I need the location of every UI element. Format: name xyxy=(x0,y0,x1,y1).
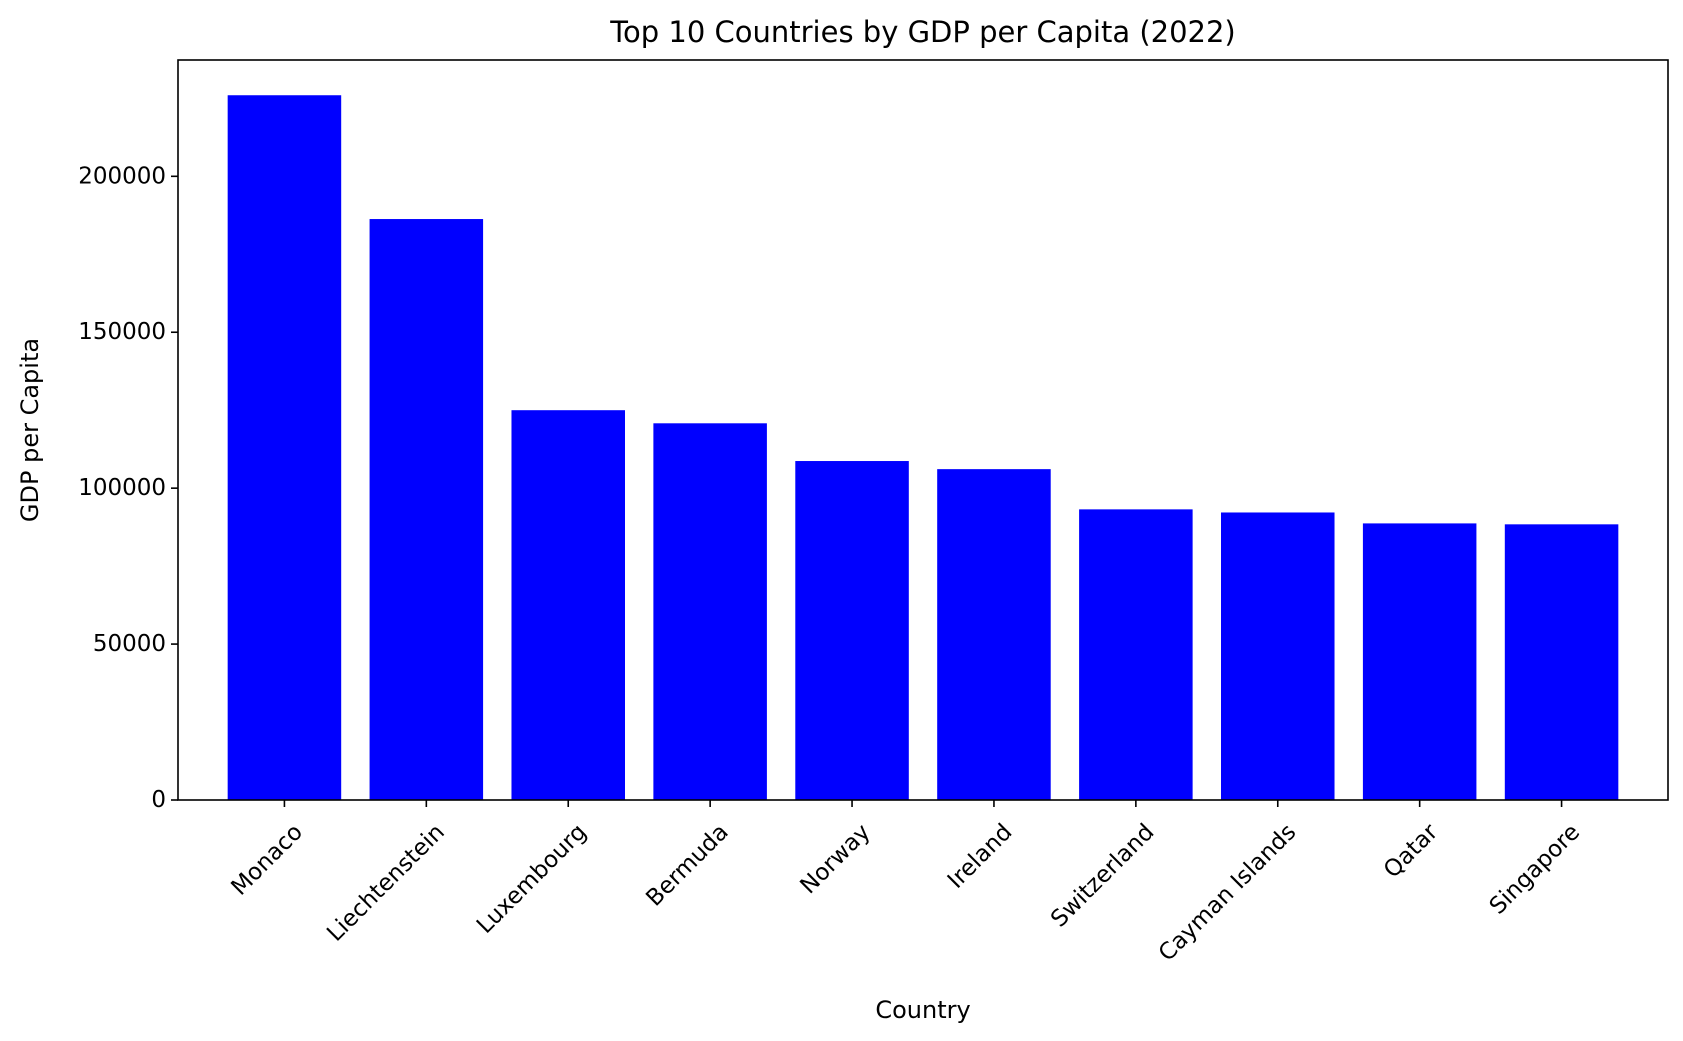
bar-monaco xyxy=(227,95,342,801)
x-tick-label: Singapore xyxy=(1485,819,1585,919)
bar-cayman-islands xyxy=(1221,512,1335,800)
x-tick-label: Cayman Islands xyxy=(1154,819,1301,966)
bar-bermuda xyxy=(653,423,767,800)
x-tick-label: Bermuda xyxy=(641,819,733,911)
x-tick-label: Monaco xyxy=(226,819,308,901)
y-tick-label: 150000 xyxy=(78,319,166,345)
x-tick-label: Luxembourg xyxy=(472,819,592,939)
y-tick-label: 100000 xyxy=(78,475,166,501)
y-axis-ticks: 0 50000 100000 150000 200000 xyxy=(78,163,178,813)
bar-switzerland xyxy=(1079,509,1193,800)
x-tick-label: Liechtenstein xyxy=(322,819,450,947)
bar-norway xyxy=(795,461,909,800)
y-axis-label: GDP per Capita xyxy=(16,338,44,522)
y-tick-label: 50000 xyxy=(93,631,166,657)
bar-liechtenstein xyxy=(369,219,484,801)
x-axis-ticks: Monaco Liechtenstein Luxembourg Bermuda Norw… xyxy=(226,800,1585,967)
x-axis-label: Country xyxy=(875,996,970,1024)
y-tick-label: 0 xyxy=(151,787,166,813)
bar-singapore xyxy=(1504,524,1619,800)
chart-title: Top 10 Countries by GDP per Capita (2022… xyxy=(609,15,1236,49)
x-tick-label: Switzerland xyxy=(1046,819,1159,932)
bars xyxy=(227,95,1619,801)
plot-frame xyxy=(177,59,1669,801)
bar-luxembourg xyxy=(511,410,625,800)
bar-ireland xyxy=(937,469,1051,800)
bar-qatar xyxy=(1362,523,1477,800)
y-tick-label: 200000 xyxy=(78,163,166,189)
x-tick-label: Qatar xyxy=(1379,819,1444,884)
x-tick-label: Norway xyxy=(796,819,876,899)
x-tick-label: Ireland xyxy=(943,819,1018,894)
